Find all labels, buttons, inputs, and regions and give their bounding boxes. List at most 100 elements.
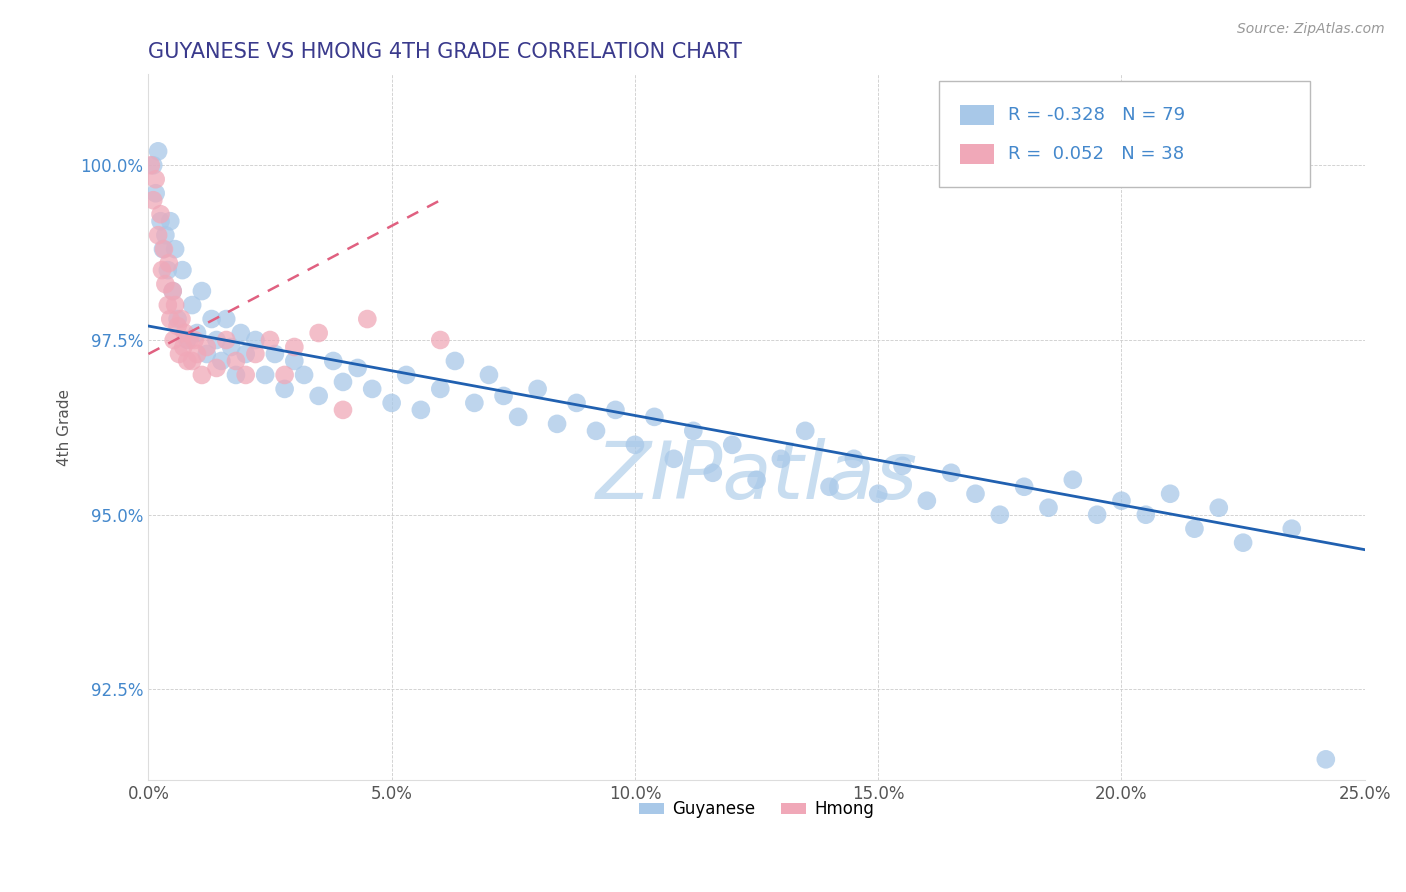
Point bbox=[146, 145, 169, 159]
Point bbox=[150, 263, 173, 277]
Point bbox=[235, 368, 257, 382]
Text: R = -0.328   N = 79: R = -0.328 N = 79 bbox=[1008, 105, 1185, 124]
Point bbox=[721, 438, 744, 452]
Point bbox=[273, 368, 295, 382]
Point bbox=[186, 347, 208, 361]
Point bbox=[225, 368, 247, 382]
Point bbox=[165, 242, 187, 256]
Point bbox=[172, 263, 194, 277]
Point bbox=[195, 340, 218, 354]
Point bbox=[179, 333, 201, 347]
Point bbox=[153, 242, 176, 256]
Point bbox=[139, 158, 162, 172]
Point bbox=[176, 333, 198, 347]
FancyBboxPatch shape bbox=[939, 81, 1310, 187]
Point bbox=[429, 382, 451, 396]
FancyBboxPatch shape bbox=[960, 145, 994, 164]
Point bbox=[162, 284, 184, 298]
Point bbox=[166, 312, 188, 326]
Point bbox=[1012, 480, 1035, 494]
Point bbox=[702, 466, 724, 480]
Point bbox=[219, 340, 242, 354]
Point bbox=[215, 312, 238, 326]
Point bbox=[546, 417, 568, 431]
Point bbox=[170, 312, 193, 326]
Point bbox=[492, 389, 515, 403]
Point bbox=[662, 451, 685, 466]
Point bbox=[162, 284, 184, 298]
Point bbox=[332, 403, 354, 417]
Point bbox=[225, 354, 247, 368]
Point bbox=[165, 298, 187, 312]
Point bbox=[1062, 473, 1084, 487]
Point bbox=[915, 493, 938, 508]
Point bbox=[463, 396, 485, 410]
Point bbox=[1111, 493, 1133, 508]
Point bbox=[643, 409, 665, 424]
Point bbox=[1315, 752, 1337, 766]
Point bbox=[585, 424, 607, 438]
Point bbox=[605, 403, 627, 417]
Point bbox=[444, 354, 467, 368]
Point bbox=[172, 340, 194, 354]
Point bbox=[1281, 522, 1303, 536]
Point bbox=[209, 354, 232, 368]
Text: Source: ZipAtlas.com: Source: ZipAtlas.com bbox=[1237, 22, 1385, 37]
Point bbox=[1208, 500, 1230, 515]
Point bbox=[163, 333, 186, 347]
Point bbox=[156, 298, 179, 312]
Point bbox=[745, 473, 768, 487]
Point bbox=[478, 368, 501, 382]
Point bbox=[156, 263, 179, 277]
Point bbox=[149, 214, 172, 228]
Point bbox=[176, 354, 198, 368]
Text: GUYANESE VS HMONG 4TH GRADE CORRELATION CHART: GUYANESE VS HMONG 4TH GRADE CORRELATION … bbox=[149, 42, 742, 62]
Point bbox=[195, 347, 218, 361]
Point bbox=[283, 354, 305, 368]
Point bbox=[142, 158, 165, 172]
Point bbox=[183, 333, 205, 347]
Point bbox=[988, 508, 1011, 522]
Y-axis label: 4th Grade: 4th Grade bbox=[58, 389, 72, 466]
Point bbox=[155, 228, 177, 243]
Point bbox=[157, 256, 180, 270]
Point bbox=[395, 368, 418, 382]
Point bbox=[868, 487, 890, 501]
Point bbox=[283, 340, 305, 354]
Text: R =  0.052   N = 38: R = 0.052 N = 38 bbox=[1008, 145, 1184, 163]
Point bbox=[159, 214, 181, 228]
Point bbox=[159, 312, 181, 326]
Point bbox=[1038, 500, 1060, 515]
Point bbox=[409, 403, 432, 417]
Point bbox=[769, 451, 792, 466]
Point bbox=[146, 228, 169, 243]
Point bbox=[142, 193, 165, 207]
Point bbox=[173, 326, 195, 340]
Point bbox=[191, 368, 214, 382]
Point bbox=[794, 424, 817, 438]
Point bbox=[565, 396, 588, 410]
Point bbox=[1232, 535, 1254, 549]
Point bbox=[941, 466, 963, 480]
Point bbox=[264, 347, 287, 361]
Point bbox=[356, 312, 378, 326]
Point bbox=[149, 207, 172, 221]
Point bbox=[235, 347, 257, 361]
Point bbox=[145, 186, 167, 201]
Point bbox=[322, 354, 344, 368]
Point bbox=[152, 242, 174, 256]
Point bbox=[346, 361, 368, 376]
Point bbox=[1135, 508, 1157, 522]
Point bbox=[842, 451, 865, 466]
Point bbox=[145, 172, 167, 186]
Point bbox=[381, 396, 404, 410]
Point bbox=[429, 333, 451, 347]
Point bbox=[308, 389, 330, 403]
Point bbox=[229, 326, 252, 340]
Point bbox=[526, 382, 548, 396]
Point bbox=[205, 361, 228, 376]
Point bbox=[181, 354, 204, 368]
Point bbox=[965, 487, 987, 501]
Point bbox=[891, 458, 914, 473]
Point bbox=[332, 375, 354, 389]
